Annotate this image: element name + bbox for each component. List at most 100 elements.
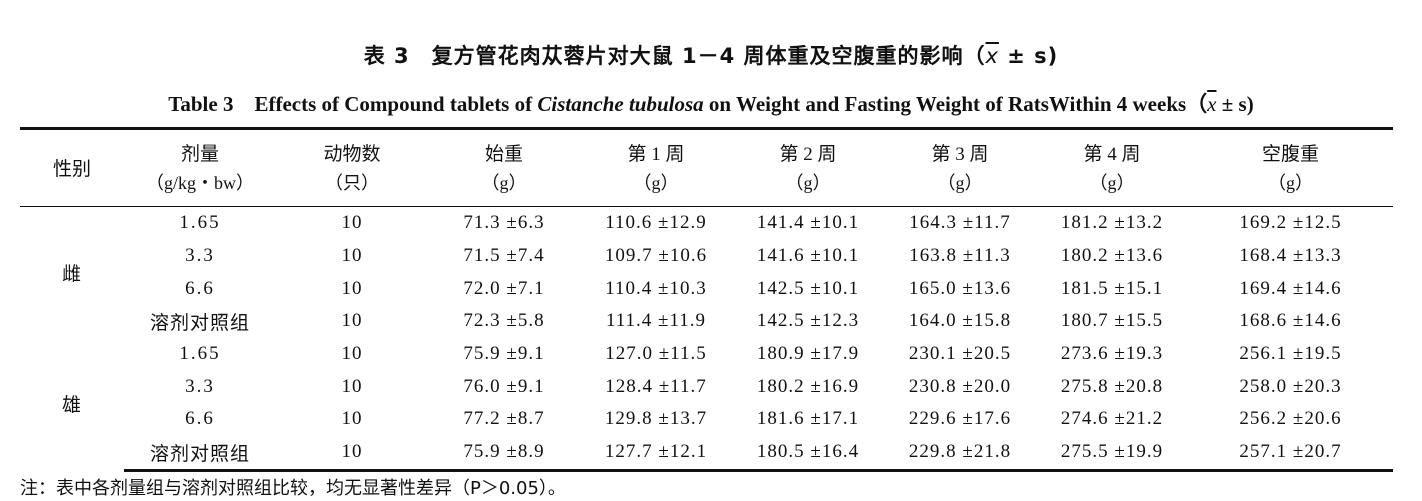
table-row: 雌 1.65 10 71.3 ±6.3 110.6 ±12.9 141.4 ±10.1 16… — [20, 207, 1393, 285]
value-cell: 142.5 ±12.3 — [756, 310, 860, 332]
value-cell: 181.5 ±15.1 — [1060, 277, 1164, 299]
sex-cell: 雌 — [61, 262, 82, 285]
value-cell: 128.4 ±11.7 — [605, 375, 707, 397]
column-header: 剂量 （g/kg・bw） — [124, 127, 276, 207]
value-cell: 169.2 ±12.5 — [1239, 212, 1342, 234]
table-row: 6.6 10 77.2 ±8.7 129.8 ±13.7 181.6 ±17.1 229.… — [20, 403, 1393, 436]
header-label: 第 2 周 — [779, 144, 837, 165]
title-en-middle: on Weight and Fasting Weight of RatsWith… — [703, 92, 1208, 116]
value-cell: 72.3 ±5.8 — [463, 310, 545, 332]
column-header: 第 3 周 （g） — [884, 127, 1036, 207]
title-cn-text: 表 3 复方管花肉苁蓉片对大鼠 1－4 周体重及空腹重的影响（ — [363, 44, 986, 68]
value-cell: 168.4 ±13.3 — [1239, 245, 1342, 267]
header-label: 第 1 周 — [627, 144, 685, 165]
table-row: 溶剂对照组 10 72.3 ±5.8 111.4 ±11.9 142.5 ±12.3 16… — [20, 305, 1393, 338]
column-header: 动物数 （只） — [276, 127, 428, 207]
table-note: 注：表中各剂量组与溶剂对照组比较，均无显著性差异（P＞0.05）。 — [20, 478, 566, 499]
dose-cell: 3.3 — [185, 375, 215, 397]
value-cell: 127.7 ±12.1 — [580, 435, 732, 472]
count-cell: 10 — [341, 310, 363, 332]
count-cell: 10 — [341, 277, 363, 299]
column-header: 性别 — [20, 127, 124, 207]
value-cell: 256.2 ±20.6 — [1239, 408, 1342, 430]
dose-cell: 溶剂对照组 — [124, 435, 276, 472]
dose-cell: 6.6 — [185, 277, 215, 299]
title-en-text: Table 3 Effects of Compound tablets of — [168, 92, 538, 116]
value-cell: 110.4 ±10.3 — [605, 277, 707, 299]
count-cell: 10 — [341, 245, 363, 267]
table-row: 3.3 10 76.0 ±9.1 128.4 ±11.7 180.2 ±16.9 230.… — [20, 370, 1393, 403]
value-cell: 109.7 ±10.6 — [604, 245, 708, 267]
table-row: 溶剂对照组 10 75.9 ±8.9 127.7 ±12.1 180.5 ±16.4 22… — [20, 435, 1393, 472]
column-header: 始重 （g） — [428, 127, 580, 207]
title-en-suffix: ± s) — [1216, 92, 1254, 116]
value-cell: 257.1 ±20.7 — [1188, 435, 1393, 472]
header-unit: （只） — [325, 173, 379, 193]
value-cell: 163.8 ±11.3 — [909, 245, 1011, 267]
header-label: 性别 — [52, 158, 91, 180]
value-cell: 75.9 ±8.9 — [428, 435, 580, 472]
value-cell: 127.0 ±11.5 — [605, 343, 707, 365]
value-cell: 180.2 ±16.9 — [756, 375, 860, 397]
dose-cell: 3.3 — [185, 245, 215, 267]
value-cell: 164.3 ±11.7 — [909, 212, 1011, 234]
value-cell: 168.6 ±14.6 — [1239, 310, 1342, 332]
column-header: 第 1 周 （g） — [580, 127, 732, 207]
value-cell: 274.6 ±21.2 — [1060, 408, 1164, 430]
mean-symbol: x — [1207, 92, 1217, 116]
value-cell: 230.8 ±20.0 — [908, 375, 1012, 397]
mean-symbol: x — [985, 44, 999, 68]
value-cell: 72.0 ±7.1 — [463, 277, 545, 299]
species-name: Cistanche tubulosa — [537, 92, 704, 116]
value-cell: 180.5 ±16.4 — [732, 435, 884, 472]
value-cell: 141.4 ±10.1 — [756, 212, 860, 234]
header-row: 性别 剂量 （g/kg・bw） 动物数 （只） 始重 （g） 第 1 周 （g） 第 2 周 （g）… — [20, 127, 1393, 207]
sex-cell: 雄 — [61, 394, 82, 417]
header-unit: （g） — [1268, 173, 1313, 193]
column-header: 第 4 周 （g） — [1036, 127, 1188, 207]
column-header: 空腹重 （g） — [1188, 127, 1393, 207]
table-title-cn: 表 3 复方管花肉苁蓉片对大鼠 1－4 周体重及空腹重的影响（x ± s) — [0, 40, 1422, 70]
value-cell: 180.7 ±15.5 — [1060, 310, 1164, 332]
value-cell: 229.6 ±17.6 — [908, 408, 1012, 430]
count-cell: 10 — [341, 212, 363, 234]
header-label: 空腹重 — [1261, 144, 1319, 165]
title-cn-suffix: ± s) — [998, 44, 1059, 68]
header-unit: （g/kg・bw） — [146, 173, 254, 193]
header-label: 第 3 周 — [931, 144, 989, 165]
dose-cell: 1.65 — [179, 343, 221, 365]
table-row: 3.3 10 71.5 ±7.4 109.7 ±10.6 141.6 ±10.1 163.… — [20, 240, 1393, 273]
dose-cell: 1.65 — [179, 212, 221, 234]
value-cell: 169.4 ±14.6 — [1239, 277, 1342, 299]
table-title-en: Table 3 Effects of Compound tablets of C… — [0, 88, 1422, 118]
value-cell: 76.0 ±9.1 — [463, 375, 545, 397]
value-cell: 165.0 ±13.6 — [908, 277, 1012, 299]
value-cell: 256.1 ±19.5 — [1239, 343, 1342, 365]
column-header: 第 2 周 （g） — [732, 127, 884, 207]
count-cell: 10 — [341, 408, 363, 430]
value-cell: 273.6 ±19.3 — [1060, 343, 1164, 365]
value-cell: 180.9 ±17.9 — [756, 343, 860, 365]
value-cell: 164.0 ±15.8 — [908, 310, 1012, 332]
header-label: 动物数 — [323, 144, 381, 165]
value-cell: 229.8 ±21.8 — [884, 435, 1036, 472]
header-label: 第 4 周 — [1083, 144, 1141, 165]
header-unit: （g） — [1089, 173, 1135, 193]
value-cell: 141.6 ±10.1 — [756, 245, 860, 267]
value-cell: 71.5 ±7.4 — [463, 245, 545, 267]
header-label: 剂量 — [180, 144, 219, 165]
header-unit: （g） — [937, 173, 983, 193]
value-cell: 75.9 ±9.1 — [463, 343, 545, 365]
value-cell: 142.5 ±10.1 — [756, 277, 860, 299]
count-cell: 10 — [341, 343, 363, 365]
value-cell: 180.2 ±13.6 — [1060, 245, 1164, 267]
value-cell: 275.5 ±19.9 — [1036, 435, 1188, 472]
value-cell: 77.2 ±8.7 — [463, 408, 545, 430]
table-row: 雄 1.65 10 75.9 ±9.1 127.0 ±11.5 180.9 ±17.9 23… — [20, 338, 1393, 416]
header-unit: （g） — [785, 173, 831, 193]
value-cell: 129.8 ±13.7 — [604, 408, 708, 430]
count-cell: 10 — [276, 435, 428, 472]
dose-cell: 6.6 — [185, 408, 215, 430]
data-table: 性别 剂量 （g/kg・bw） 动物数 （只） 始重 （g） 第 1 周 （g） 第 2 周 （g）… — [20, 127, 1393, 472]
dose-cell: 溶剂对照组 — [149, 311, 250, 334]
